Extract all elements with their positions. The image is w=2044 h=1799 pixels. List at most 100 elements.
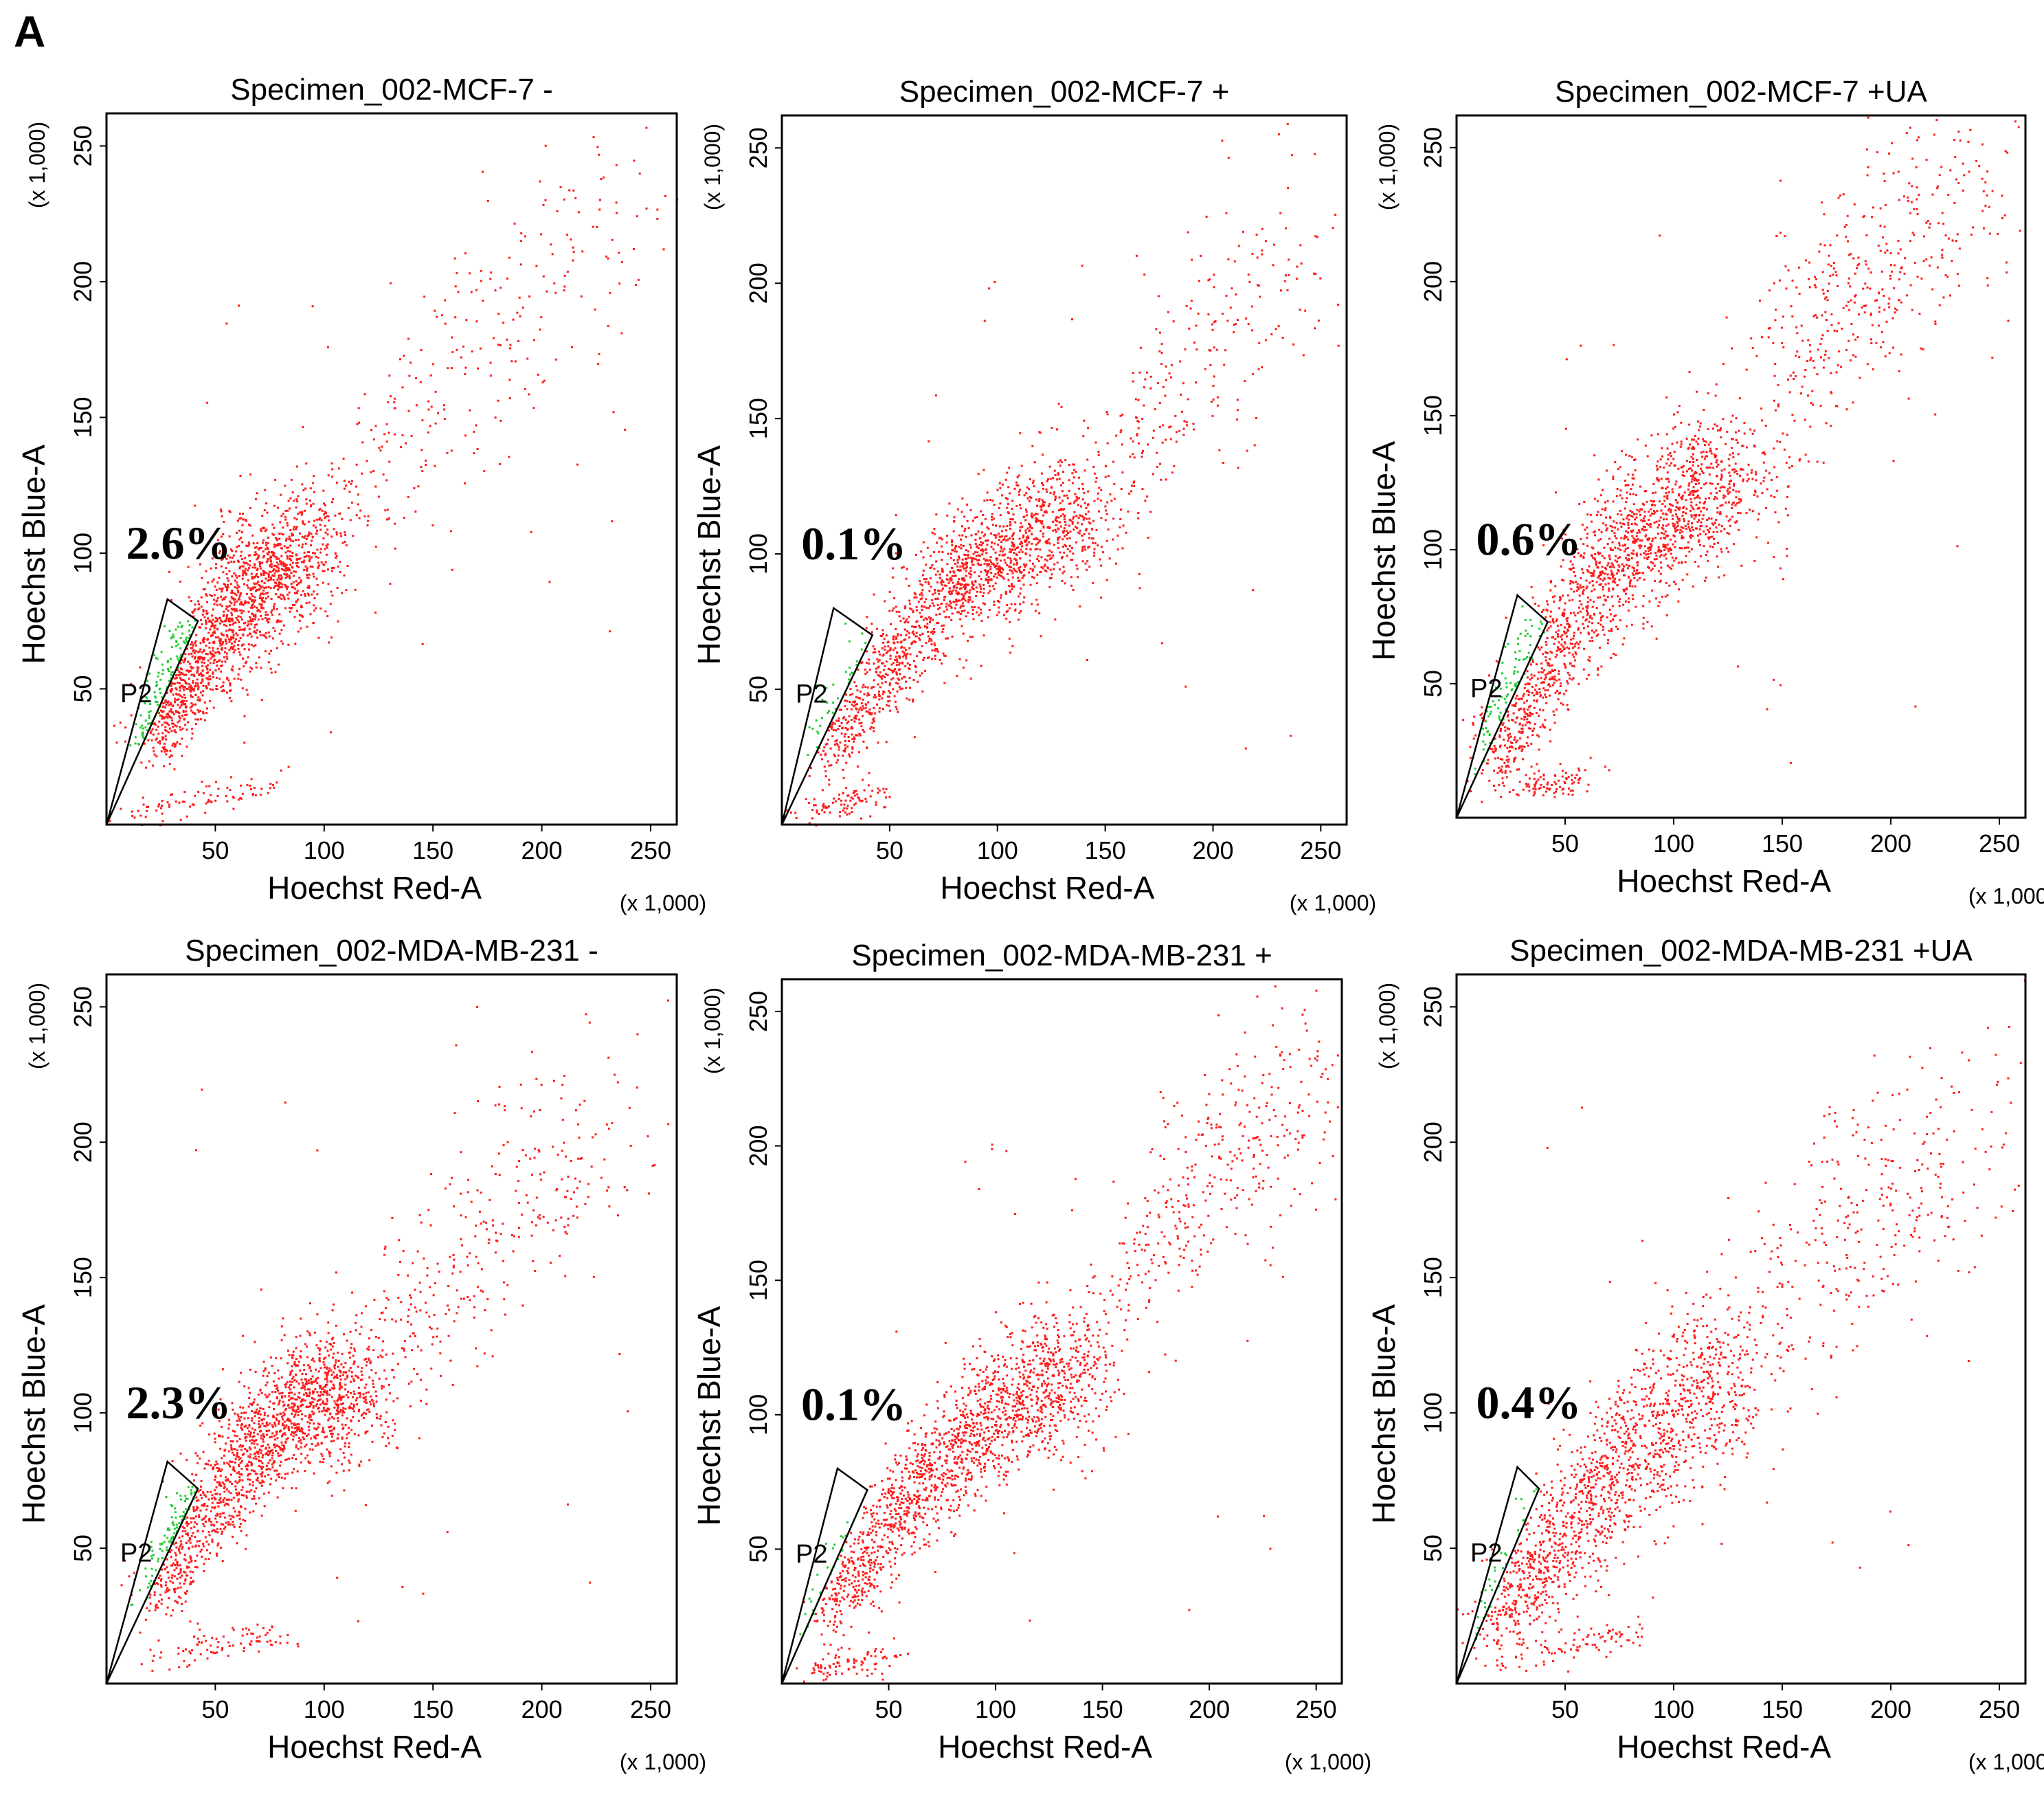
event-dot: [1048, 538, 1051, 541]
event-dot: [838, 708, 841, 711]
event-dot: [1604, 572, 1606, 575]
event-dot: [1626, 567, 1629, 570]
event-dot: [928, 605, 931, 607]
event-dot: [253, 601, 256, 603]
event-dot: [179, 706, 181, 709]
event-dot: [486, 199, 489, 202]
event-dot: [249, 616, 251, 618]
event-dot: [1647, 566, 1650, 568]
event-dot: [1538, 648, 1541, 651]
event-dot: [1582, 557, 1585, 559]
event-dot: [1798, 459, 1801, 462]
event-dot: [237, 559, 239, 562]
event-dot: [1009, 492, 1011, 495]
scatter-panel-1: Specimen_002-MCF-7 -P22.6%50 100 150 200 250…: [16, 73, 706, 915]
event-dot: [331, 476, 334, 478]
event-dot: [948, 616, 950, 618]
event-dot: [1561, 614, 1564, 616]
event-dot: [280, 593, 282, 596]
event-dot: [1566, 682, 1569, 685]
event-dot: [1008, 585, 1011, 588]
event-dot: [998, 533, 1000, 535]
event-dot: [1547, 603, 1549, 606]
event-dot: [1169, 438, 1172, 440]
event-dot: [1005, 610, 1008, 613]
event-dot: [480, 269, 482, 272]
event-dot: [207, 801, 210, 803]
event-dot: [425, 464, 427, 466]
event-dot: [1042, 567, 1044, 570]
event-dot: [154, 696, 157, 699]
event-dot: [1685, 528, 1688, 530]
event-dot: [1053, 568, 1055, 570]
event-dot: [247, 656, 249, 659]
event-dot: [190, 647, 192, 649]
event-dot: [1474, 768, 1476, 770]
event-dot: [972, 583, 974, 585]
event-dot: [183, 703, 185, 706]
y-tick-label: 200: [69, 261, 97, 302]
event-dot: [194, 661, 197, 664]
event-dot: [910, 608, 913, 611]
event-dot: [270, 598, 273, 600]
event-dot: [1531, 659, 1534, 662]
event-dot: [893, 669, 895, 672]
event-dot: [189, 670, 192, 672]
event-dot: [1542, 608, 1545, 611]
event-dot: [1040, 506, 1043, 509]
event-dot: [1483, 760, 1485, 763]
event-dot: [250, 593, 253, 595]
event-dot: [1570, 638, 1573, 641]
event-dot: [237, 591, 240, 594]
event-dot: [355, 514, 358, 517]
event-dot: [208, 675, 211, 678]
x-tick-label: 200: [521, 836, 563, 864]
event-dot: [962, 544, 965, 547]
event-dot: [1707, 537, 1710, 540]
event-dot: [950, 579, 953, 581]
event-dot: [945, 616, 947, 618]
event-dot: [207, 581, 209, 584]
event-dot: [238, 574, 240, 577]
event-dot: [936, 570, 939, 573]
event-dot: [144, 695, 147, 698]
event-dot: [1066, 548, 1069, 550]
event-dot: [223, 651, 226, 653]
event-dot: [243, 715, 246, 717]
event-dot: [1632, 598, 1635, 601]
event-dot: [1689, 537, 1692, 539]
event-dot: [230, 668, 233, 671]
event-dot: [1678, 588, 1681, 591]
event-dot: [996, 568, 998, 570]
event-dot: [265, 611, 267, 614]
event-dot: [967, 554, 969, 557]
event-dot: [437, 412, 439, 414]
event-dot: [1586, 544, 1589, 547]
event-dot: [427, 408, 430, 411]
event-dot: [1011, 535, 1013, 537]
event-dot: [540, 233, 543, 236]
event-dot: [451, 336, 453, 339]
event-dot: [1081, 535, 1083, 537]
event-dot: [196, 684, 199, 687]
event-dot: [928, 638, 931, 640]
event-dot: [326, 515, 328, 517]
event-dot: [388, 432, 390, 434]
event-dot: [833, 753, 835, 756]
event-dot: [497, 344, 499, 346]
event-dot: [142, 737, 145, 739]
event-dot: [165, 700, 167, 703]
event-dot: [1011, 500, 1014, 502]
event-dot: [1579, 610, 1582, 613]
event-dot: [1028, 530, 1031, 533]
event-dot: [1025, 511, 1028, 513]
event-dot: [320, 519, 323, 522]
event-dot: [1039, 548, 1042, 551]
event-dot: [475, 289, 478, 291]
event-dot: [188, 686, 191, 689]
event-dot: [194, 656, 196, 658]
event-dot: [1672, 517, 1674, 520]
event-dot: [831, 711, 834, 714]
event-dot: [161, 717, 164, 720]
event-dot: [256, 542, 259, 544]
